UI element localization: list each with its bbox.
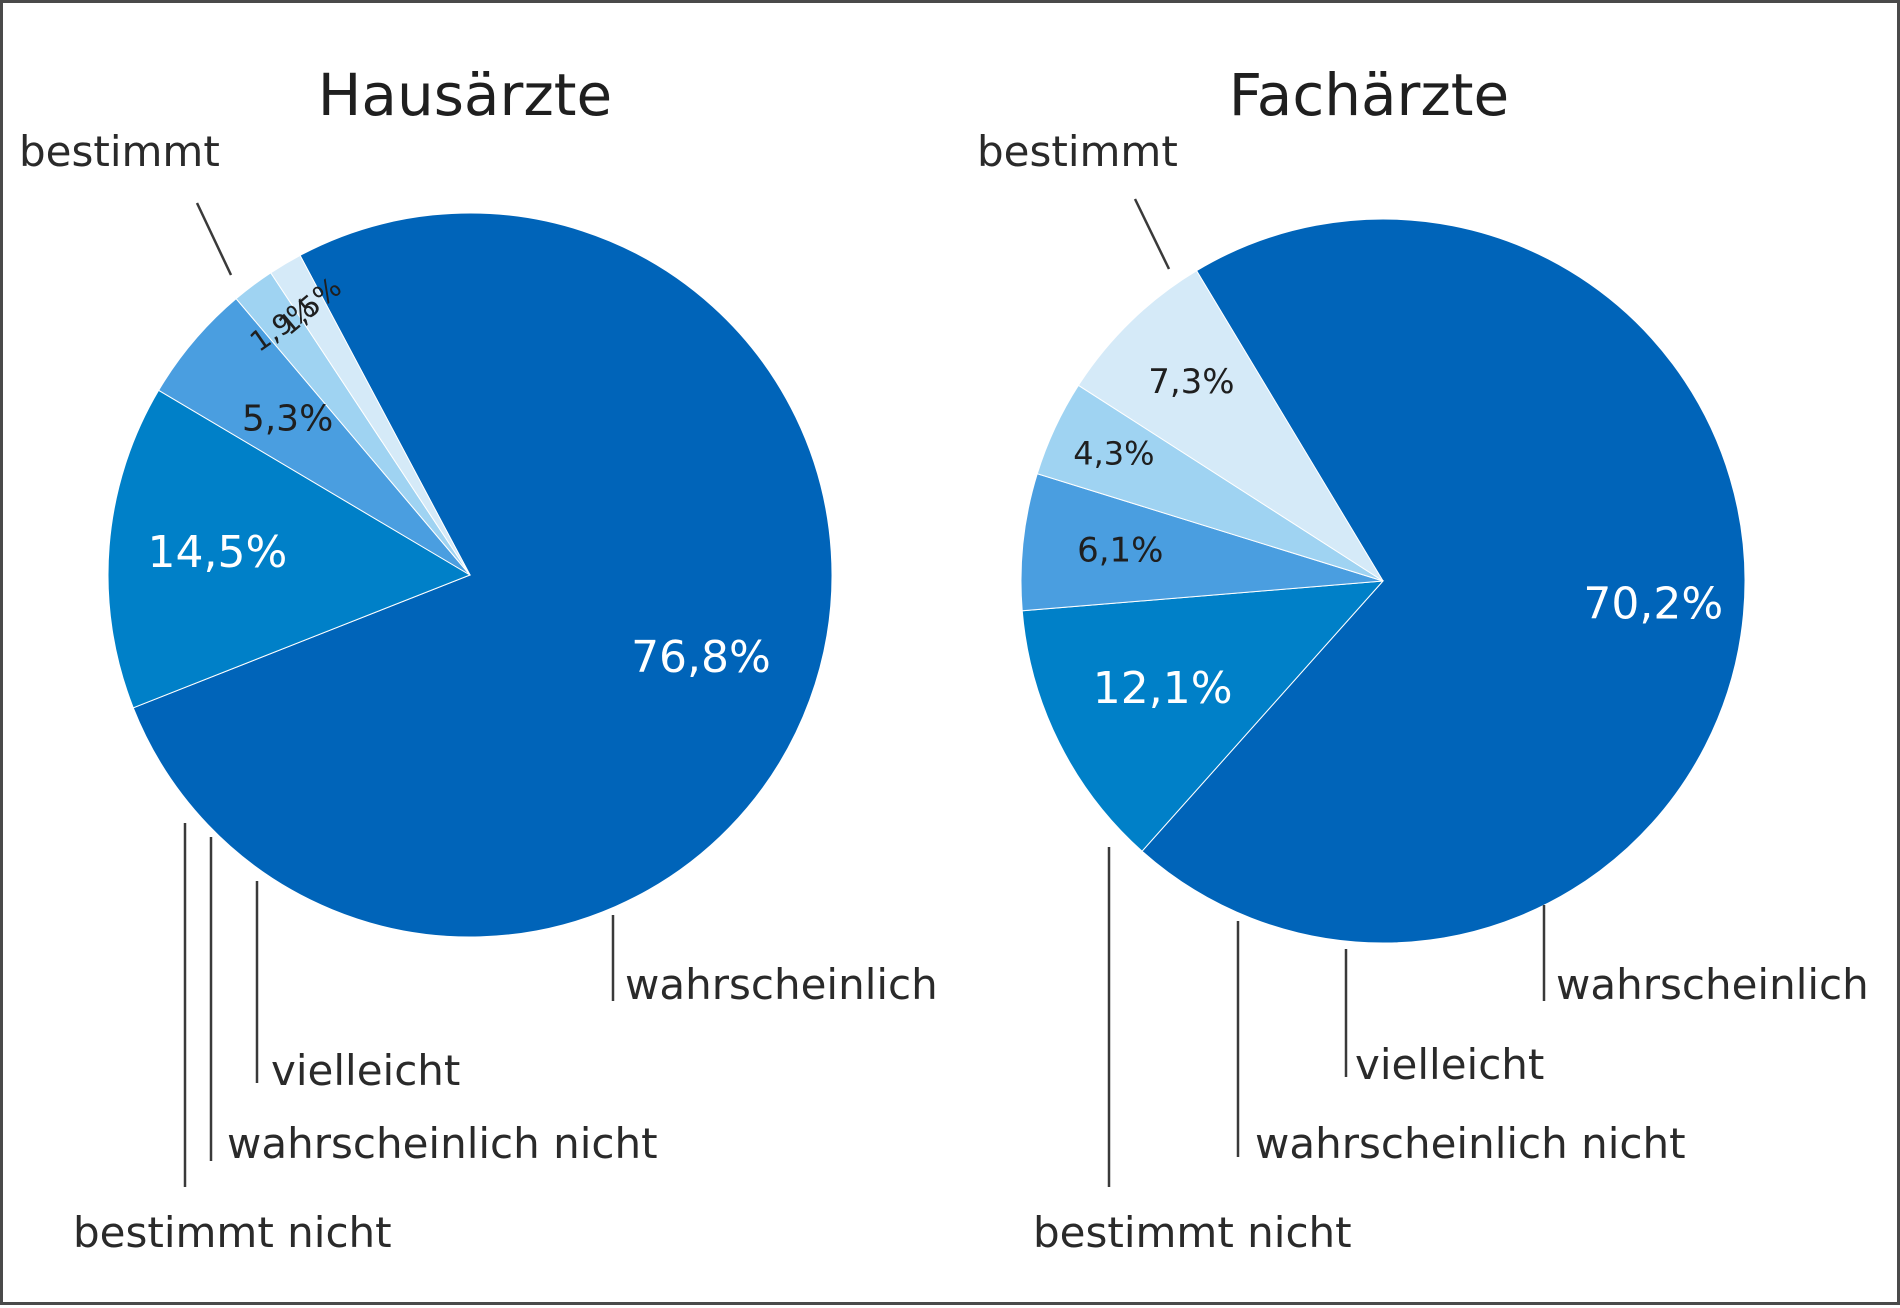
legend-label-wahrscheinlich-hausaerzte: wahrscheinlich [625,960,938,1009]
pie-slices-fachaerzte [1020,218,1746,944]
legend-label-bestimmt-hausaerzte: bestimmt [19,127,220,176]
pie-value-label-bestimmt-nicht: 7,3% [1148,362,1234,402]
legend-label-wahrscheinlich-fachaerzte: wahrscheinlich [1556,960,1869,1009]
legend-label-bestimmt-nicht-fachaerzte: bestimmt nicht [1033,1208,1352,1257]
pie-slice-bestimmt-nicht [270,254,471,576]
pie-slice-bestimmt-nicht [1077,270,1384,582]
pie-slice-bestimmt [132,212,833,938]
pie-slices-hausaerzte [107,212,833,938]
pie-value-labels-hausaerzte: 76,8%14,5%5,3%1,9%1,5% [148,271,771,684]
pie-charts-svg: Hausärzte 76,8%14,5%5,3%1,9%1,5% bestimm… [19,61,1869,1257]
pie-chart-hausaerzte: Hausärzte 76,8%14,5%5,3%1,9%1,5% bestimm… [19,61,938,1257]
chart-title-fachaerzte: Fachärzte [1229,61,1509,129]
pie-slice-wahrscheinlich [1021,580,1385,852]
legend-label-wahrscheinlich-nicht-fachaerzte: wahrscheinlich nicht [1255,1119,1686,1168]
legend-label-wahrscheinlich-nicht-hausaerzte: wahrscheinlich nicht [227,1119,658,1168]
leader-line-bestimmt-hausaerzte [195,202,233,276]
chart-title-hausaerzte: Hausärzte [318,61,612,129]
pie-value-label-wahrscheinlich: 14,5% [148,527,288,578]
pie-chart-fachaerzte: Fachärzte 70,2% 12,1% 6,1% 4,3% 7,3% bestimm… [977,61,1869,1257]
pie-value-label-bestimmt: 70,2% [1583,578,1723,629]
pie-slice-wahrscheinlich [107,389,472,709]
pie-slice-vielleicht [1020,473,1384,612]
pie-value-label-wahrscheinlich-nicht: 4,3% [1073,435,1154,473]
pie-value-label-vielleicht: 6,1% [1077,531,1163,571]
pie-slice-bestimmt [1141,218,1746,944]
leader-line-bestimmt-fachaerzte [1133,198,1171,270]
legend-label-vielleicht-fachaerzte: vielleicht [1355,1040,1544,1089]
legend-label-bestimmt-nicht-hausaerzte: bestimmt nicht [73,1208,392,1257]
pie-value-label-wahrscheinlich: 12,1% [1093,663,1233,714]
pie-value-label-vielleicht: 5,3% [242,399,333,440]
pie-value-label-bestimmt: 76,8% [631,632,771,683]
pie-value-labels-fachaerzte: 70,2% 12,1% 6,1% 4,3% 7,3% [1073,362,1723,714]
legend-label-vielleicht-hausaerzte: vielleicht [271,1046,460,1095]
legend-label-bestimmt-fachaerzte: bestimmt [977,127,1178,176]
